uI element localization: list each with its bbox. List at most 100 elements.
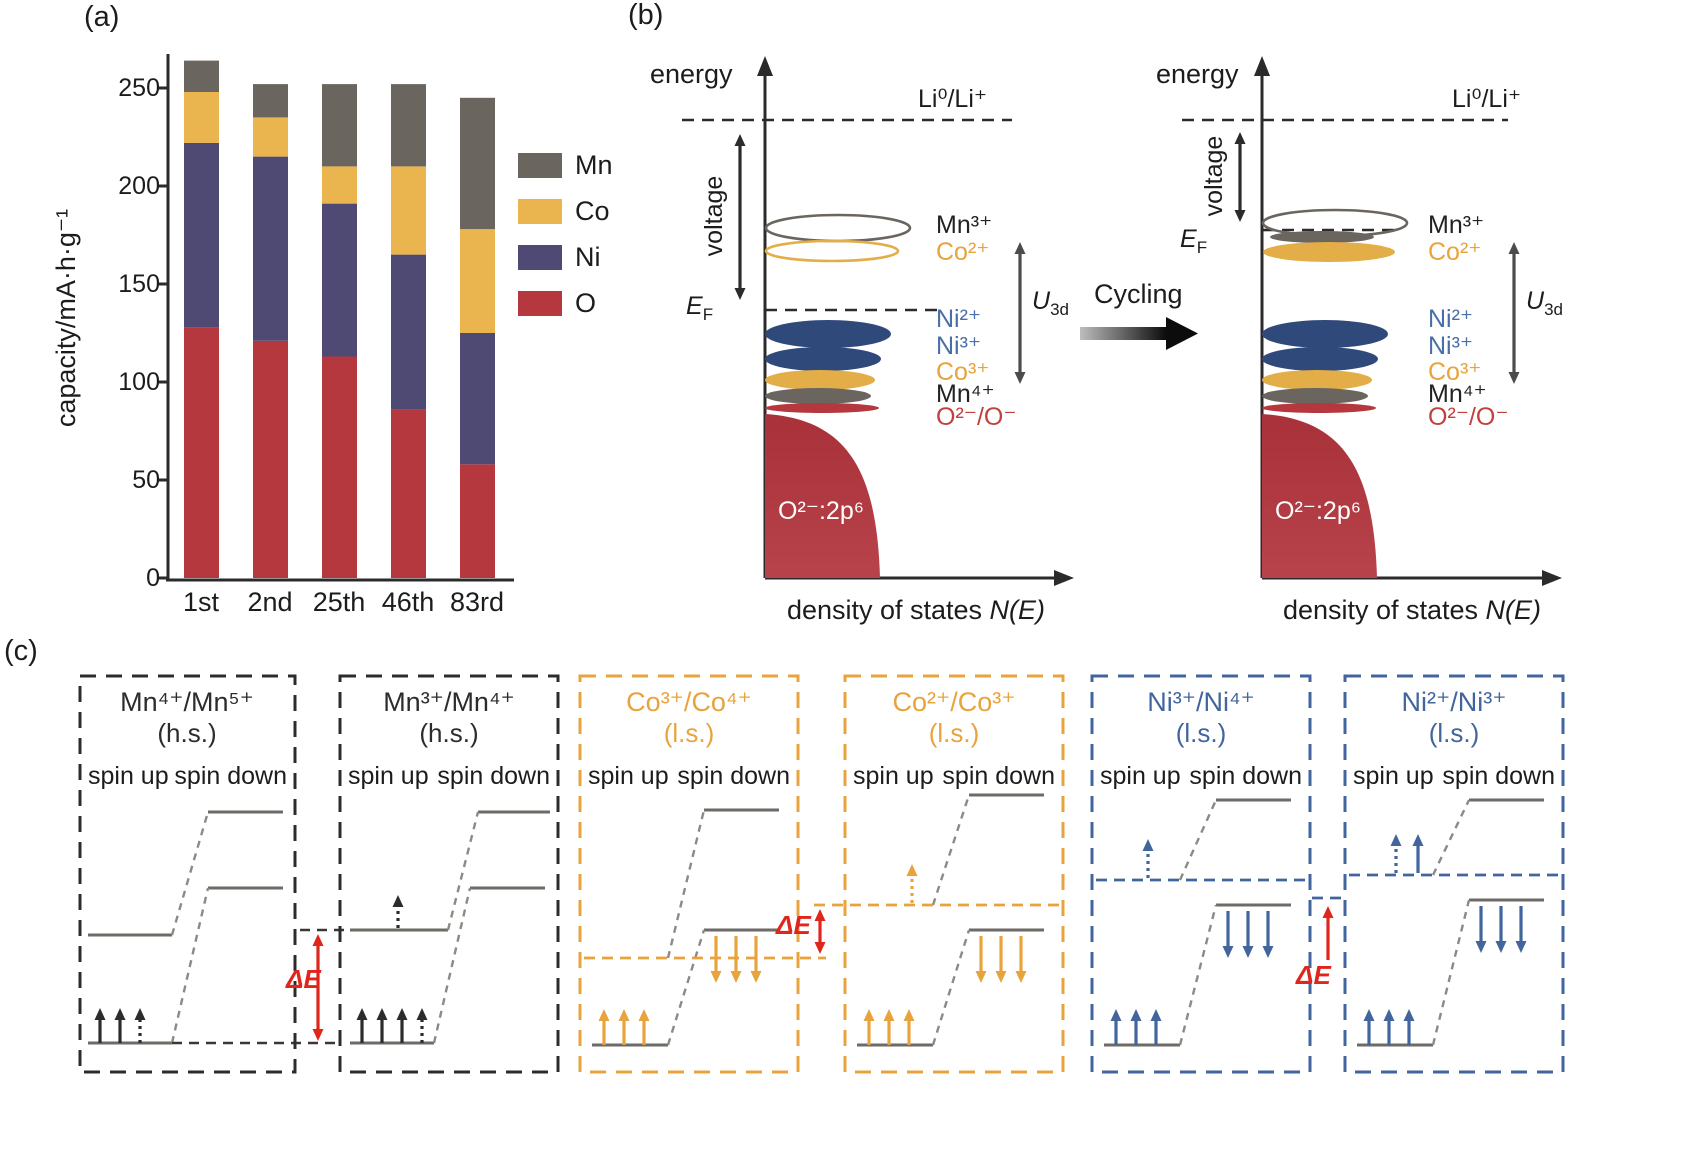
- legend-label-o: O: [575, 288, 597, 318]
- redox-box-ni3-ni4: [1090, 674, 1312, 1074]
- species-label-co3-left: Co³⁺: [936, 358, 990, 386]
- u3d-label-right: U3d: [1526, 287, 1563, 319]
- redox-box-title-4: Co²⁺/Co³⁺: [892, 687, 1016, 717]
- species-label-ni3-right: Ni³⁺: [1428, 332, 1474, 360]
- legend-label-mn: Mn: [575, 150, 613, 180]
- cycling-arrow: [1080, 317, 1198, 350]
- fermi-label-left: EF: [686, 292, 714, 324]
- redox-box-title-6: Ni²⁺/Ni³⁺: [1401, 687, 1507, 717]
- legend: Mn Co Ni O: [518, 150, 613, 334]
- delta-e-label-1: ΔE: [286, 964, 321, 994]
- bar-segment-O-83rd: [460, 464, 495, 578]
- redox-box-state-6: (l.s.): [1428, 718, 1480, 748]
- x-tick-2nd: 2nd: [247, 587, 293, 617]
- legend-swatch-ni: [518, 245, 562, 270]
- spin-up-label: spin up: [588, 762, 669, 790]
- redox-box-title-3: Co³⁺/Co⁴⁺: [626, 687, 752, 717]
- redox-box-title-5: Ni³⁺/Ni⁴⁺: [1147, 687, 1255, 717]
- li-level-label-left: Li⁰/Li⁺: [918, 85, 988, 113]
- spin-down-label: spin down: [942, 762, 1055, 790]
- species-label-o-left: O²⁻/O⁻: [936, 403, 1017, 431]
- species-label-mn3-left: Mn³⁺: [936, 211, 993, 239]
- redox-box-state-2: (h.s.): [419, 718, 479, 748]
- delta-e-label-3: ΔE: [1296, 960, 1331, 990]
- bar-segment-Ni-25th: [322, 203, 357, 357]
- redox-box-ni2-ni3: [1343, 674, 1565, 1074]
- dos-right: [1182, 56, 1562, 586]
- spin-down-label: spin down: [1442, 762, 1555, 790]
- spin-down-label: spin down: [1189, 762, 1302, 790]
- bar-segment-Co-2nd: [253, 117, 288, 157]
- redox-box-mn3-mn4: [338, 674, 560, 1074]
- spin-labels-6: spin up spin down: [1353, 762, 1555, 791]
- dos-axis-arrowhead: [1054, 570, 1074, 586]
- legend-item-o: O: [518, 288, 613, 319]
- redox-box-co2-co3: [843, 674, 1065, 1074]
- spin-labels-5: spin up spin down: [1100, 762, 1302, 791]
- spin-up-label: spin up: [1353, 762, 1434, 790]
- o2p-band-label-left: O²⁻:2p⁶: [778, 497, 865, 525]
- panel-a-label: (a): [84, 1, 120, 33]
- spin-down-label: spin down: [174, 762, 287, 790]
- y-tick-200: 200: [118, 172, 160, 200]
- voltage-label-right: voltage: [1199, 135, 1228, 217]
- energy-axis-arrowhead: [757, 56, 773, 76]
- x-tick-25th: 25th: [312, 587, 366, 617]
- mn4-lobe: [765, 388, 871, 404]
- bar-segment-Mn-1st: [184, 60, 219, 92]
- li-level-label-right: Li⁰/Li⁺: [1452, 85, 1522, 113]
- spin-labels-1: spin up spin down: [88, 762, 287, 791]
- energy-axis-label-right: energy: [1156, 59, 1239, 89]
- co2-lobe: [764, 239, 900, 263]
- dos-x-axis-label-left: density of states N(E): [786, 595, 1046, 625]
- species-label-ni2-right: Ni²⁺: [1428, 305, 1474, 333]
- co3-lobe: [1262, 370, 1372, 390]
- bar-segment-Co-1st: [184, 91, 219, 143]
- spin-up-label: spin up: [348, 762, 429, 790]
- y-tick-100: 100: [118, 368, 160, 396]
- o2p-band: [765, 414, 880, 578]
- o2p-band-label-right: O²⁻:2p⁶: [1275, 497, 1362, 525]
- co2-lobe: [1263, 242, 1395, 262]
- species-label-ni3-left: Ni³⁺: [936, 332, 982, 360]
- mn3-lobe: [764, 213, 912, 243]
- legend-label-co: Co: [575, 196, 610, 226]
- legend-swatch-o: [518, 291, 562, 316]
- spin-down-label: spin down: [677, 762, 790, 790]
- redox-box-state-3: (l.s.): [663, 718, 715, 748]
- spin-down-label: spin down: [437, 762, 550, 790]
- mn-lobe-filled: [1270, 231, 1374, 243]
- species-label-mn4-left: Mn⁴⁺: [936, 380, 995, 408]
- u3d-label-left: U3d: [1032, 287, 1069, 319]
- x-tick-83rd: 83rd: [449, 587, 505, 617]
- species-label-co2-right: Co²⁺: [1428, 238, 1482, 266]
- legend-swatch-mn: [518, 153, 562, 178]
- y-tick-150: 150: [118, 270, 160, 298]
- bar-segment-O-1st: [184, 327, 219, 578]
- mn4-lobe: [1262, 388, 1368, 404]
- y-tick-250: 250: [118, 74, 160, 102]
- x-tick-46th: 46th: [381, 587, 435, 617]
- spin-up-label: spin up: [1100, 762, 1181, 790]
- bar-segment-Ni-46th: [391, 254, 426, 410]
- species-label-ni2-left: Ni²⁺: [936, 305, 982, 333]
- redox-box-co3-co4: [578, 674, 800, 1074]
- spin-up-label: spin up: [853, 762, 934, 790]
- redox-box-state-4: (l.s.): [928, 718, 980, 748]
- species-label-o-right: O²⁻/O⁻: [1428, 403, 1509, 431]
- fermi-label-right: EF: [1180, 225, 1208, 257]
- bar-segment-Ni-83rd: [460, 333, 495, 465]
- stacked-bars: [184, 60, 495, 578]
- spin-up-label: spin up: [88, 762, 169, 790]
- species-label-co2-left: Co²⁺: [936, 238, 990, 266]
- energy-axis-arrowhead: [1254, 56, 1270, 76]
- ni2-lobe: [765, 320, 891, 348]
- bar-segment-Mn-25th: [322, 84, 357, 167]
- bar-segment-Co-46th: [391, 166, 426, 255]
- dos-left: [682, 56, 1074, 586]
- species-label-mn4-right: Mn⁴⁺: [1428, 380, 1487, 408]
- panel-b-label: (b): [628, 0, 664, 31]
- species-label-co3-right: Co³⁺: [1428, 358, 1482, 386]
